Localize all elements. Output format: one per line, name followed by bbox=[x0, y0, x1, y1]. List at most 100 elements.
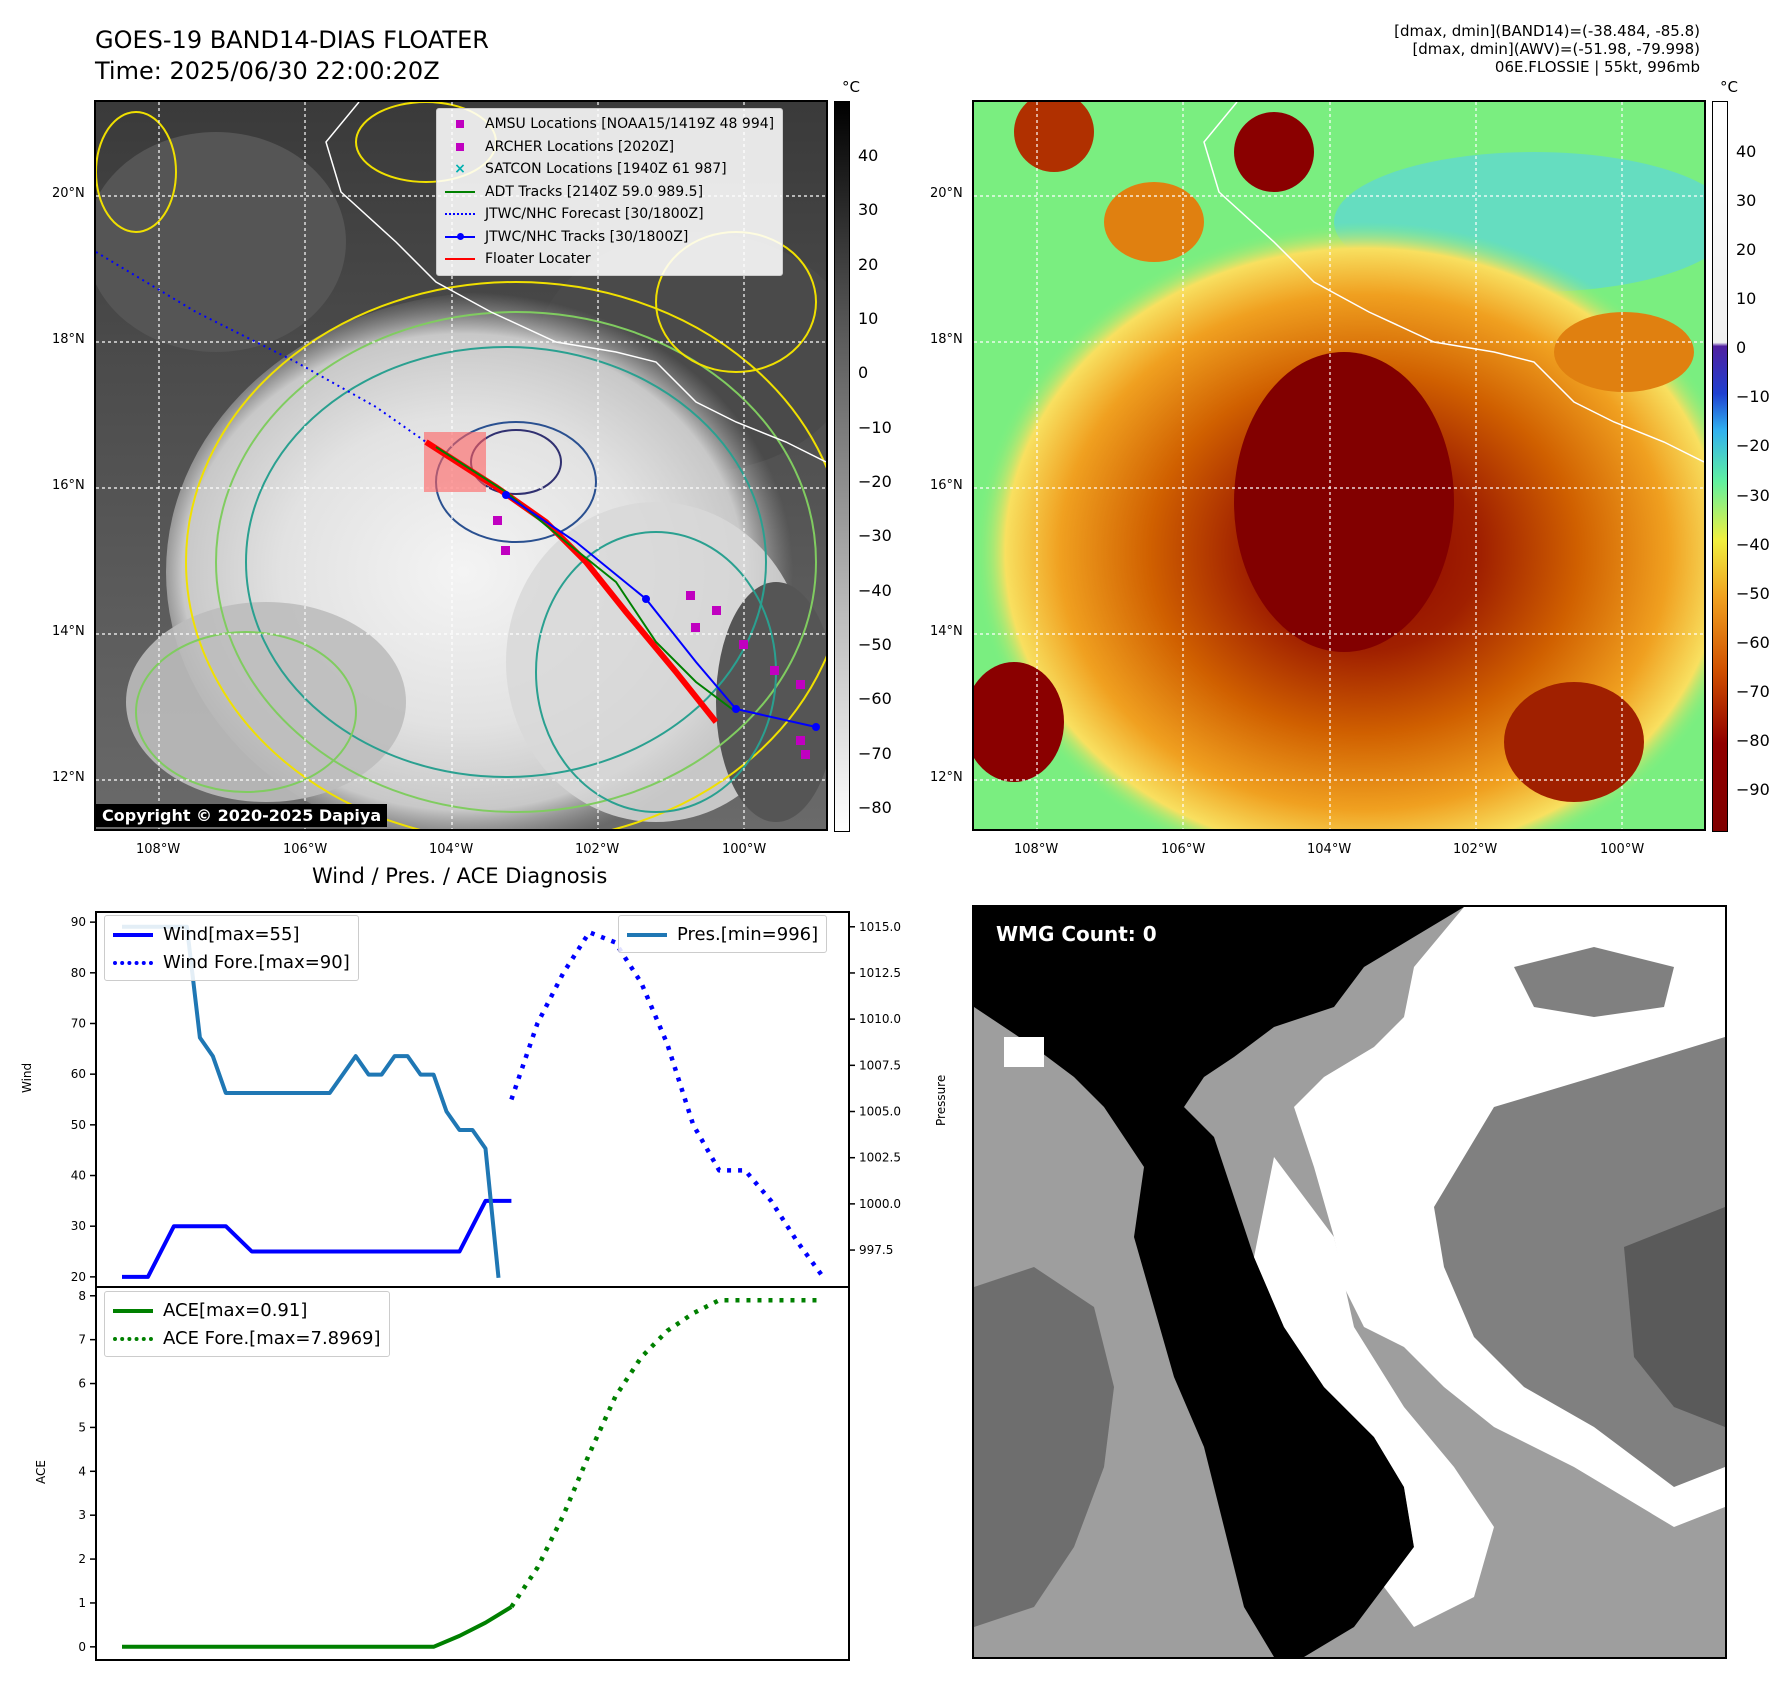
wind-legend: Wind[max=55] Wind Fore.[max=90] bbox=[104, 915, 359, 981]
colorbar-tick-label: −50 bbox=[1736, 583, 1770, 603]
wind-forecast-legend-label: Wind Fore.[max=90] bbox=[163, 951, 350, 973]
lat-label: 20°N bbox=[930, 186, 963, 201]
legend-item-adt: ADT Tracks [2140Z 59.0 989.5] bbox=[445, 181, 774, 204]
ace-axes: 0 1 2 3 4 5 6 7 8 bbox=[78, 1286, 850, 1661]
legend-item-tracks: JTWC/NHC Tracks [30/1800Z] bbox=[445, 226, 774, 249]
floater-track bbox=[424, 439, 719, 724]
colorbar-tick-label: −10 bbox=[858, 417, 892, 437]
map-legend: AMSU Locations [NOAA15/1419Z 48 994] ARC… bbox=[436, 108, 784, 276]
lon-label: 104°W bbox=[1307, 842, 1352, 857]
lat-label: 20°N bbox=[52, 186, 85, 201]
pressure-tick-label: 1012.5 bbox=[859, 966, 901, 980]
lon-label: 106°W bbox=[283, 842, 328, 857]
colorbar-tick-label: −80 bbox=[858, 798, 892, 817]
pressure-tick-label: 997.5 bbox=[859, 1243, 893, 1257]
ace-tick-label: 0 bbox=[78, 1640, 86, 1654]
colorbar-tick-label: −60 bbox=[1736, 632, 1770, 652]
stats-awv: [dmax, dmin](AWV)=(-51.98, -79.998) bbox=[1412, 40, 1700, 58]
wmg-canvas bbox=[974, 907, 1725, 1657]
pressure-legend: Pres.[min=996] bbox=[618, 915, 828, 953]
ir-colorbar bbox=[834, 101, 850, 832]
colorbar-tick-label: −80 bbox=[1736, 730, 1770, 750]
lon-label: 102°W bbox=[575, 842, 620, 857]
chart-title: GOES-19 BAND14-DIAS FLOATER bbox=[95, 26, 489, 54]
chart-time: Time: 2025/06/30 22:00:20Z bbox=[95, 57, 440, 85]
ace-tick-label: 1 bbox=[78, 1596, 86, 1610]
lat-label: 14°N bbox=[52, 624, 85, 639]
wind-tick-label: 90 bbox=[71, 915, 86, 929]
lat-label: 12°N bbox=[930, 770, 963, 785]
series-line-observed bbox=[122, 1198, 512, 1279]
colorbar-tick-label: 20 bbox=[1736, 240, 1757, 260]
enhanced-map-panel bbox=[972, 100, 1706, 831]
colorbar-tick-label: −30 bbox=[1736, 485, 1770, 505]
wind-tick-label: 30 bbox=[71, 1219, 86, 1233]
lon-label: 102°W bbox=[1453, 842, 1498, 857]
ace-legend: ACE[max=0.91] ACE Fore.[max=7.8969] bbox=[104, 1291, 390, 1357]
wind-tick-label: 20 bbox=[71, 1270, 86, 1284]
colorbar-tick-label: 20 bbox=[858, 254, 879, 274]
colorbar-tick-label: −10 bbox=[1736, 387, 1770, 407]
forecast-track bbox=[96, 251, 427, 443]
enhanced-map-canvas bbox=[974, 102, 1704, 829]
axes-frame bbox=[95, 1286, 850, 1661]
pressure-axes: 997.5 1000.0 1002.5 1005.0 1007.5 1010.0 1012.… bbox=[122, 920, 901, 1279]
colorbar-tick-label: 10 bbox=[1736, 289, 1757, 309]
pressure-legend-label: Pres.[min=996] bbox=[677, 923, 819, 945]
colorbar-tick-label: −40 bbox=[858, 580, 892, 600]
series-line-forecast bbox=[509, 930, 825, 1279]
pressure-tick-label: 1010.0 bbox=[859, 1012, 901, 1026]
colorbar-tick-label: 30 bbox=[1736, 191, 1757, 211]
lon-label: 108°W bbox=[1014, 842, 1059, 857]
colorbar-tick-label: 10 bbox=[858, 309, 879, 328]
ace-tick-label: 6 bbox=[78, 1377, 86, 1391]
lon-label: 104°W bbox=[429, 842, 474, 857]
copyright-badge: Copyright © 2020-2025 Dapiya bbox=[96, 804, 388, 827]
lon-label: 100°W bbox=[1600, 842, 1645, 857]
ace-tick-label: 3 bbox=[78, 1508, 86, 1522]
wind-axes: 20 30 40 50 60 70 80 90 bbox=[71, 911, 850, 1288]
series-line-observed bbox=[122, 1605, 513, 1649]
colorbar-tick-label: 40 bbox=[858, 146, 879, 165]
pressure-tick-label: 1007.5 bbox=[859, 1058, 901, 1072]
colorbar-tick-label: −70 bbox=[858, 743, 892, 763]
ace-tick-label: 5 bbox=[78, 1420, 86, 1434]
colorbar-tick-label: −60 bbox=[858, 689, 892, 709]
colorbar-tick-label: −40 bbox=[1736, 534, 1770, 554]
lat-label: 18°N bbox=[52, 332, 85, 347]
jtwc-track bbox=[505, 494, 817, 728]
diagnosis-title: Wind / Pres. / ACE Diagnosis bbox=[312, 864, 608, 888]
lat-label: 16°N bbox=[52, 478, 85, 493]
pressure-ylabel: Pressure bbox=[934, 1074, 948, 1126]
pressure-tick-label: 1015.0 bbox=[859, 920, 901, 934]
ace-tick-label: 7 bbox=[78, 1333, 86, 1347]
colorbar-tick-label: −50 bbox=[858, 635, 892, 654]
amsu-points bbox=[493, 516, 810, 759]
colorbar-tick-label: −30 bbox=[858, 526, 892, 546]
colorbar-tick-label: −70 bbox=[1736, 681, 1770, 701]
series-line-observed bbox=[122, 924, 501, 1279]
lat-label: 12°N bbox=[52, 770, 85, 785]
pressure-tick-label: 1005.0 bbox=[859, 1105, 901, 1119]
enhanced-colorbar-unit: °C bbox=[1720, 78, 1738, 96]
lat-label: 16°N bbox=[930, 478, 963, 493]
colorbar-tick-label: −20 bbox=[1736, 436, 1770, 456]
stats-band14: [dmax, dmin](BAND14)=(-38.484, -85.8) bbox=[1394, 22, 1700, 40]
colorbar-tick-label: 0 bbox=[1736, 338, 1747, 358]
legend-item-forecast: JTWC/NHC Forecast [30/1800Z] bbox=[445, 203, 774, 226]
ace-tick-label: 2 bbox=[78, 1552, 86, 1566]
legend-item-archer: ARCHER Locations [2020Z] bbox=[445, 136, 774, 159]
ace-ylabel: ACE bbox=[34, 1460, 48, 1484]
wind-tick-label: 80 bbox=[71, 966, 86, 980]
jtwc-track-points bbox=[502, 491, 820, 731]
colorbar-tick-label: −90 bbox=[1736, 780, 1770, 799]
lon-label: 100°W bbox=[722, 842, 767, 857]
legend-item-satcon: × SATCON Locations [1940Z 61 987] bbox=[454, 161, 727, 178]
colorbar-tick-label: 0 bbox=[858, 363, 869, 383]
ace-tick-label: 4 bbox=[78, 1464, 86, 1478]
colorbar-tick-label: 40 bbox=[1736, 142, 1757, 161]
pressure-tick-label: 1002.5 bbox=[859, 1151, 901, 1165]
wind-ylabel: Wind bbox=[20, 1062, 34, 1093]
colorbar-tick-label: −20 bbox=[858, 472, 892, 491]
enhanced-colorbar bbox=[1712, 101, 1728, 832]
